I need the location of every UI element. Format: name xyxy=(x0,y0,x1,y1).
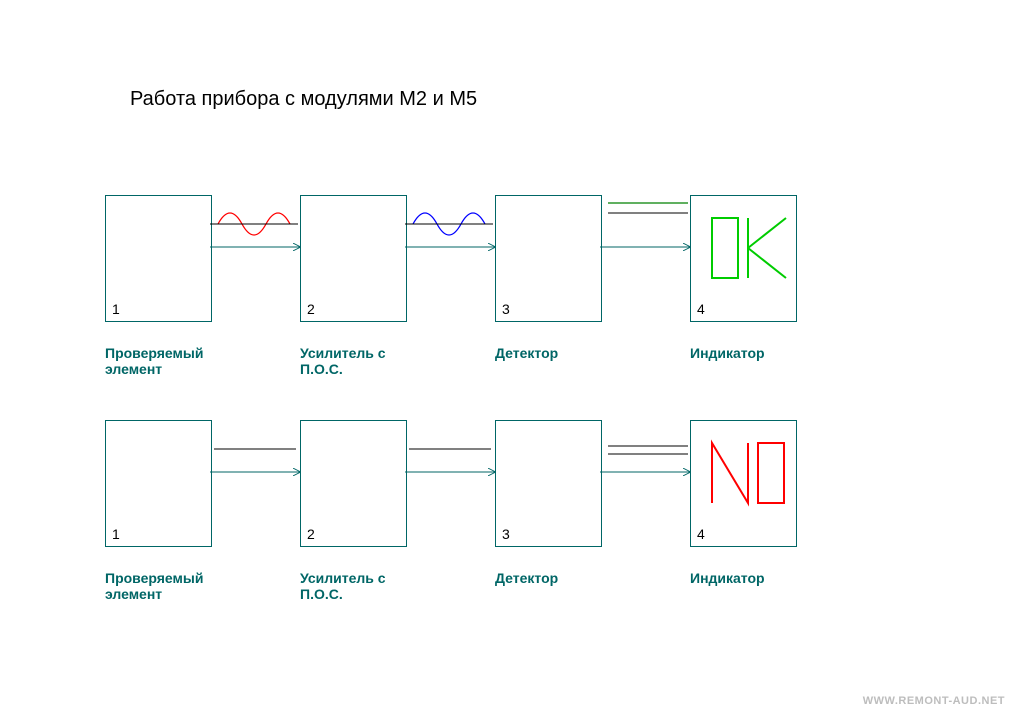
block-r1-2: 2 xyxy=(300,195,407,322)
block-number: 2 xyxy=(307,301,315,317)
diagram-title: Работа прибора с модулями М2 и М5 xyxy=(130,88,477,111)
block-label: Проверяемый элемент xyxy=(105,345,203,377)
block-label: Индикатор xyxy=(690,345,765,361)
block-label: Усилитель с П.О.С. xyxy=(300,570,386,602)
block-r1-1: 1 xyxy=(105,195,212,322)
block-r2-2: 2 xyxy=(300,420,407,547)
watermark: WWW.REMONT-AUD.NET xyxy=(863,695,1005,707)
block-label: Усилитель с П.О.С. xyxy=(300,345,386,377)
signal-sine-blue xyxy=(413,213,485,235)
block-number: 3 xyxy=(502,301,510,317)
block-r1-3: 3 xyxy=(495,195,602,322)
block-number: 1 xyxy=(112,526,120,542)
block-label: Детектор xyxy=(495,345,558,361)
block-label: Детектор xyxy=(495,570,558,586)
block-number: 3 xyxy=(502,526,510,542)
block-r1-4: 4 xyxy=(690,195,797,322)
block-number: 1 xyxy=(112,301,120,317)
block-number: 4 xyxy=(697,526,705,542)
block-label: Проверяемый элемент xyxy=(105,570,203,602)
signal-sine-red xyxy=(218,213,290,235)
block-label: Индикатор xyxy=(690,570,765,586)
block-number: 2 xyxy=(307,526,315,542)
block-number: 4 xyxy=(697,301,705,317)
block-r2-4: 4 xyxy=(690,420,797,547)
block-r2-3: 3 xyxy=(495,420,602,547)
block-r2-1: 1 xyxy=(105,420,212,547)
